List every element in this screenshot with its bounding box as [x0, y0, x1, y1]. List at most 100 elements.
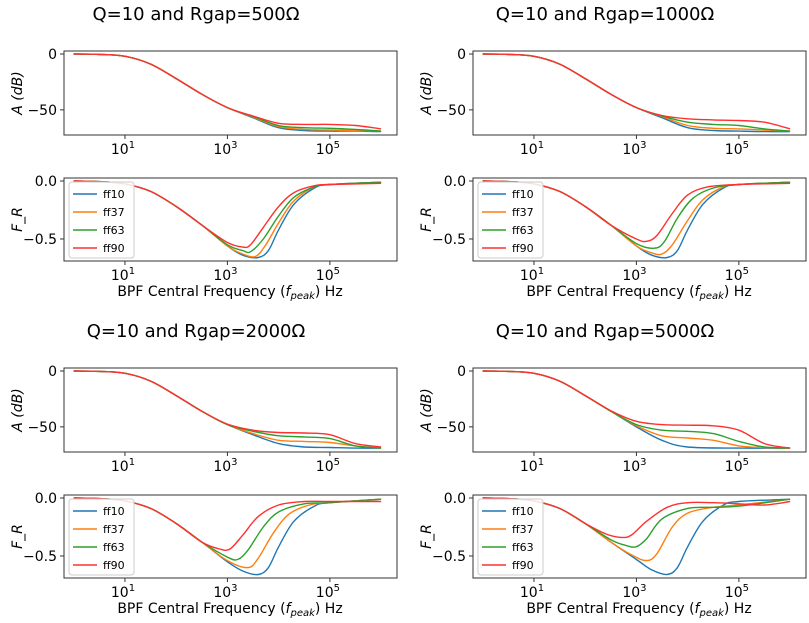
axes-frame — [63, 177, 398, 262]
panel-title: Q=10 and Rgap=2000Ω — [87, 321, 306, 342]
x-tick-label: 103 — [622, 583, 646, 601]
legend-label-ff37: ff37 — [103, 523, 125, 536]
legend-label-ff37: ff37 — [512, 523, 534, 536]
x-tick-label: 101 — [520, 583, 544, 601]
x-tick-label: 105 — [725, 583, 749, 601]
y-tick-label: −50 — [436, 420, 466, 436]
x-tick-label: 103 — [622, 457, 646, 475]
x-axis-label: BPF Central Frequency (fpeak) Hz — [117, 284, 342, 302]
y-tick-label: −50 — [27, 420, 57, 436]
series-line-ff63 — [482, 370, 791, 449]
x-tick-label: 101 — [520, 140, 544, 158]
series-line-ff10 — [482, 370, 791, 449]
axes-frame — [472, 50, 807, 136]
legend-box — [477, 498, 544, 576]
x-tick-label: 101 — [111, 457, 135, 475]
legend: ff10 ff37 ff63 ff90 — [477, 498, 544, 576]
series-line-ff90 — [482, 370, 791, 449]
x-tick-label: 101 — [111, 140, 135, 158]
x-tick-label: 105 — [316, 457, 340, 475]
panel-title: Q=10 and Rgap=5000Ω — [496, 321, 715, 342]
series-line-ff10 — [73, 53, 382, 133]
x-tick-label: 103 — [213, 266, 237, 284]
legend-label-ff10: ff10 — [103, 188, 125, 201]
axes-frame — [472, 177, 807, 262]
fr-subplot: 101 103 105 0.0 −0.5F_R ff10 ff37 ff63 ff90 BPF C… — [10, 174, 398, 302]
y-axis-label: A (dB) — [419, 71, 435, 115]
x-tick-label: 103 — [213, 457, 237, 475]
panel-title: Q=10 and Rgap=500Ω — [92, 4, 299, 25]
panel-4: Q=10 and Rgap=5000Ω 101 103 105 0 −50A (dB) 10… — [419, 321, 807, 619]
gain-subplot: 101 103 105 0 −50A (dB) — [419, 47, 807, 158]
fr-subplot: 101 103 105 0.0 −0.5F_R ff10 ff37 ff63 ff90 BPF C… — [419, 491, 807, 619]
legend: ff10 ff37 ff63 ff90 — [68, 498, 135, 576]
x-tick-label: 105 — [316, 583, 340, 601]
series-line-ff63 — [73, 53, 382, 132]
axes-frame — [63, 494, 398, 579]
x-tick-label: 105 — [725, 266, 749, 284]
legend: ff10 ff37 ff63 ff90 — [477, 181, 544, 259]
y-tick-label: −0.5 — [23, 549, 57, 565]
x-tick-label: 101 — [520, 266, 544, 284]
x-tick-label: 103 — [622, 266, 646, 284]
y-axis-label: F_R — [419, 524, 435, 549]
y-tick-label: 0 — [457, 47, 466, 63]
x-axis-label: BPF Central Frequency (fpeak) Hz — [526, 284, 751, 302]
y-axis-label: A (dB) — [10, 71, 26, 115]
legend-label-ff90: ff90 — [512, 559, 534, 572]
legend-label-ff37: ff37 — [103, 206, 125, 219]
panel-title: Q=10 and Rgap=1000Ω — [496, 4, 715, 25]
series-line-ff37 — [73, 53, 382, 132]
axes-frame — [63, 367, 398, 453]
legend-label-ff63: ff63 — [512, 541, 534, 554]
axes-frame — [63, 50, 398, 136]
x-tick-label: 105 — [316, 140, 340, 158]
y-tick-label: 0.0 — [35, 174, 57, 190]
y-axis-label: F_R — [419, 207, 435, 232]
legend-box — [68, 181, 135, 259]
y-tick-label: 0 — [457, 364, 466, 380]
series-line-ff37 — [482, 370, 791, 449]
gain-subplot: 101 103 105 0 −50A (dB) — [10, 364, 398, 475]
x-tick-label: 101 — [111, 583, 135, 601]
axes-frame — [472, 367, 807, 453]
legend-label-ff37: ff37 — [512, 206, 534, 219]
series-line-ff90 — [73, 370, 382, 448]
x-tick-label: 101 — [520, 457, 544, 475]
x-tick-label: 105 — [725, 140, 749, 158]
y-axis-label: F_R — [10, 524, 26, 549]
series-line-ff90 — [73, 53, 382, 130]
legend-label-ff10: ff10 — [512, 188, 534, 201]
legend-label-ff63: ff63 — [103, 541, 125, 554]
y-tick-label: −0.5 — [432, 232, 466, 248]
y-tick-label: 0 — [48, 364, 57, 380]
y-tick-label: −0.5 — [432, 549, 466, 565]
gain-subplot: 101 103 105 0 −50A (dB) — [10, 47, 398, 158]
legend-box — [68, 498, 135, 576]
legend-label-ff90: ff90 — [103, 242, 125, 255]
x-axis-label: BPF Central Frequency (fpeak) Hz — [117, 601, 342, 619]
y-axis-label: A (dB) — [419, 388, 435, 432]
legend-label-ff10: ff10 — [512, 505, 534, 518]
legend: ff10 ff37 ff63 ff90 — [68, 181, 135, 259]
fr-subplot: 101 103 105 0.0 −0.5F_R ff10 ff37 ff63 ff90 BPF C… — [419, 174, 807, 302]
x-tick-label: 103 — [213, 583, 237, 601]
y-tick-label: 0.0 — [444, 174, 466, 190]
x-tick-label: 103 — [213, 140, 237, 158]
x-axis-label: BPF Central Frequency (fpeak) Hz — [526, 601, 751, 619]
x-tick-label: 105 — [725, 457, 749, 475]
legend-label-ff90: ff90 — [512, 242, 534, 255]
y-axis-label: F_R — [10, 207, 26, 232]
y-tick-label: −0.5 — [23, 232, 57, 248]
y-tick-label: −50 — [436, 103, 466, 119]
x-tick-label: 105 — [316, 266, 340, 284]
legend-label-ff90: ff90 — [103, 559, 125, 572]
legend-label-ff63: ff63 — [512, 224, 534, 237]
y-tick-label: −50 — [27, 103, 57, 119]
y-tick-label: 0.0 — [35, 491, 57, 507]
x-tick-label: 103 — [622, 140, 646, 158]
x-tick-label: 101 — [111, 266, 135, 284]
series-line-ff90 — [482, 53, 791, 130]
